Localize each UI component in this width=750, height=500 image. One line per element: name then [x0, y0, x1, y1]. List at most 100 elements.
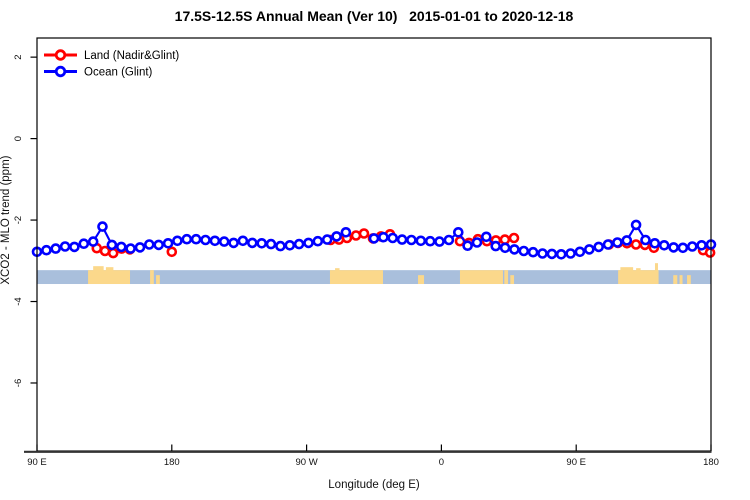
data-point-marker: [321, 234, 333, 245]
land-patch: [504, 270, 509, 285]
data-point-marker: [677, 242, 689, 254]
data-point-marker: [527, 246, 539, 258]
data-point-marker: [630, 239, 642, 250]
data-point-marker: [686, 241, 698, 252]
x-tick-label: 90 E: [566, 457, 586, 468]
y-axis-label: XCO2 - MLO trend (ppm): [0, 155, 12, 284]
data-point-marker: [190, 233, 202, 245]
data-point-marker: [368, 233, 380, 244]
data-point-marker: [275, 240, 286, 252]
x-tick-label: 90 E: [27, 457, 47, 468]
data-point-marker: [87, 236, 99, 247]
x-tick-label: 180: [164, 457, 180, 468]
data-point-marker: [237, 235, 249, 247]
data-point-marker: [462, 240, 473, 251]
data-point-marker: [668, 242, 679, 253]
data-point-marker: [499, 234, 511, 245]
legend-label: Land (Nadir&Glint): [84, 50, 179, 62]
data-point-marker: [69, 241, 80, 253]
land-patch: [329, 270, 383, 285]
data-point-marker: [546, 248, 558, 260]
data-point-marker: [415, 235, 427, 247]
land-patch: [88, 270, 131, 285]
data-point-marker: [358, 228, 370, 239]
x-tick-label: 90 W: [296, 457, 318, 468]
data-point-marker: [125, 243, 136, 254]
y-axis-ticks: 2 0 -2 -4 -6: [13, 54, 37, 387]
data-point-marker: [471, 237, 483, 248]
land-bump: [620, 267, 634, 272]
data-point-marker: [134, 242, 146, 253]
data-point-marker: [696, 240, 707, 251]
data-point-marker: [658, 240, 670, 251]
land-patch: [618, 270, 659, 285]
data-point-marker: [107, 247, 119, 259]
data-point-marker: [97, 221, 108, 232]
data-point-marker: [452, 227, 464, 238]
plot-frame: [24, 37, 712, 453]
data-point-marker: [434, 236, 445, 247]
data-point-marker: [312, 235, 324, 247]
land-bump: [335, 268, 340, 272]
data-point-marker: [293, 238, 305, 250]
land-patch: [156, 275, 160, 285]
data-point-marker: [387, 232, 399, 244]
data-point-marker: [284, 240, 296, 251]
x-tick-label: 180: [703, 457, 719, 468]
data-point-marker: [378, 231, 389, 243]
land-patch: [673, 275, 678, 285]
data-point-marker: [41, 244, 52, 256]
data-point-marker: [490, 240, 502, 252]
data-point-marker: [166, 246, 178, 258]
data-point-marker: [162, 238, 174, 249]
data-point-marker: [228, 237, 239, 249]
data-point-marker: [499, 242, 511, 254]
land-patch: [510, 275, 515, 285]
data-point-marker: [78, 238, 90, 249]
land-bump: [636, 268, 641, 272]
y-tick-label: -4: [13, 297, 24, 305]
legend-marker: [54, 49, 67, 61]
data-point-marker: [621, 235, 633, 246]
data-point-marker: [218, 236, 230, 247]
data-point-marker: [116, 241, 127, 253]
data-point-marker: [396, 234, 408, 245]
land-patch: [459, 270, 503, 285]
data-point-marker: [583, 244, 595, 255]
data-point-marker: [565, 248, 576, 259]
data-point-marker: [406, 234, 417, 246]
data-point-marker: [508, 232, 520, 244]
land-patch: [679, 275, 683, 285]
data-point-marker: [640, 234, 651, 246]
chart-title: 17.5S-12.5S Annual Mean (Ver 10) 2015-01…: [174, 8, 574, 24]
data-point-marker: [612, 237, 623, 248]
land-bump: [105, 267, 114, 272]
data-point-marker: [144, 239, 155, 250]
data-point-marker: [256, 238, 268, 249]
land-patches: [88, 263, 691, 285]
y-tick-label: 2: [13, 54, 24, 59]
data-point-marker: [331, 231, 342, 242]
data-point-marker: [424, 235, 436, 247]
data-point-marker: [574, 246, 586, 258]
data-point-marker: [537, 248, 548, 259]
data-point-marker: [200, 234, 211, 246]
data-point-marker: [340, 227, 352, 238]
land-bump: [654, 263, 658, 272]
data-point-marker: [443, 234, 455, 246]
legend-marker: [54, 65, 67, 78]
data-point-marker: [303, 237, 314, 249]
land-patch: [687, 275, 691, 285]
data-point-marker: [247, 237, 258, 249]
data-point-marker: [704, 247, 716, 258]
y-tick-label: -6: [13, 379, 24, 387]
data-point-marker: [106, 239, 118, 251]
x-axis-ticks: 90 E 180 90 W 0 90 E 180: [27, 444, 719, 468]
x-tick-label: 0: [439, 457, 444, 468]
data-point-marker: [630, 219, 642, 231]
data-point-marker: [593, 241, 605, 253]
data-point-marker: [181, 233, 193, 245]
data-point-marker: [602, 239, 614, 250]
